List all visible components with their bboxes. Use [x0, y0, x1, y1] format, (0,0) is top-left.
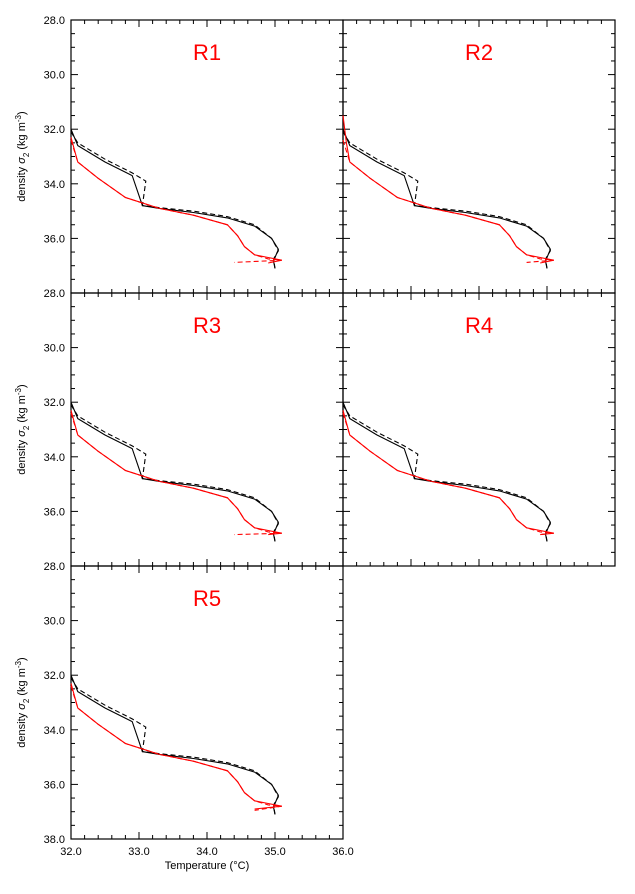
series-black-dashed — [342, 404, 552, 542]
y-tick-label: 34.0 — [44, 725, 65, 737]
y-tick-label: 32.0 — [44, 124, 65, 136]
panel-r3: 28.0 30.0 32.0 34.0 36.0 density σ2 (kg m-3) R… — [14, 288, 344, 567]
x-tick-label: 34.0 — [196, 846, 217, 858]
series-black-dashed — [342, 131, 552, 269]
series-red-solid — [70, 410, 282, 536]
series-red-solid — [342, 115, 554, 264]
y-axis-label: density σ2 (kg m-3) — [14, 657, 31, 747]
panel-r1: 28.0 30.0 32.0 34.0 36.0 density σ2 (kg m-3) R… — [14, 15, 344, 294]
y-tick-label: 28.0 — [44, 561, 65, 573]
x-axis-label: Temperature (°C) — [165, 860, 249, 872]
y-tick-label: 32.0 — [44, 670, 65, 682]
panel-title: R4 — [465, 313, 493, 338]
series-black-solid — [342, 401, 552, 542]
series-red-dashed — [342, 139, 554, 263]
x-tick-label: 36.0 — [332, 846, 353, 858]
series-red-dashed — [342, 412, 554, 536]
x-tick-label: 33.0 — [128, 846, 149, 858]
panel-title: R3 — [193, 313, 221, 338]
series-black-dashed — [70, 404, 280, 542]
y-tick-label: 38.0 — [44, 834, 65, 846]
series-black-dashed — [70, 131, 280, 269]
y-tick-label: 34.0 — [44, 179, 65, 191]
panel-title: R2 — [465, 40, 493, 65]
y-tick-label: 30.0 — [44, 343, 65, 355]
series-black-solid — [70, 401, 280, 542]
series-red-solid — [342, 410, 554, 536]
y-tick-label: 30.0 — [44, 616, 65, 628]
x-tick-label: 32.0 — [60, 846, 81, 858]
series-red-dashed — [70, 139, 282, 263]
series-black-solid — [342, 128, 552, 269]
series-red-dashed — [70, 412, 282, 536]
y-axis-label: density σ2 (kg m-3) — [14, 384, 31, 474]
panel-r2: R2 — [342, 19, 616, 294]
series-black-solid — [70, 128, 280, 269]
panel-r4: R4 — [342, 292, 616, 567]
y-tick-label: 36.0 — [44, 506, 65, 518]
panel-title: R5 — [193, 586, 221, 611]
y-tick-label: 32.0 — [44, 397, 65, 409]
y-tick-label: 36.0 — [44, 233, 65, 245]
y-tick-label: 28.0 — [44, 15, 65, 27]
series-black-solid — [70, 674, 280, 815]
series-black-dashed — [70, 677, 280, 815]
y-tick-label: 28.0 — [44, 288, 65, 300]
y-axis-label: density σ2 (kg m-3) — [14, 111, 31, 201]
y-tick-label: 36.0 — [44, 779, 65, 791]
y-tick-label: 30.0 — [44, 70, 65, 82]
x-tick-label: 35.0 — [264, 846, 285, 858]
series-red-dashed — [70, 685, 282, 811]
y-tick-label: 34.0 — [44, 452, 65, 464]
series-red-solid — [70, 683, 282, 810]
panel-title: R1 — [193, 40, 221, 65]
panel-r5: 28.0 30.0 32.0 34.0 36.0 38.0 density σ2 (kg m… — [14, 561, 354, 872]
series-red-solid — [70, 137, 282, 264]
